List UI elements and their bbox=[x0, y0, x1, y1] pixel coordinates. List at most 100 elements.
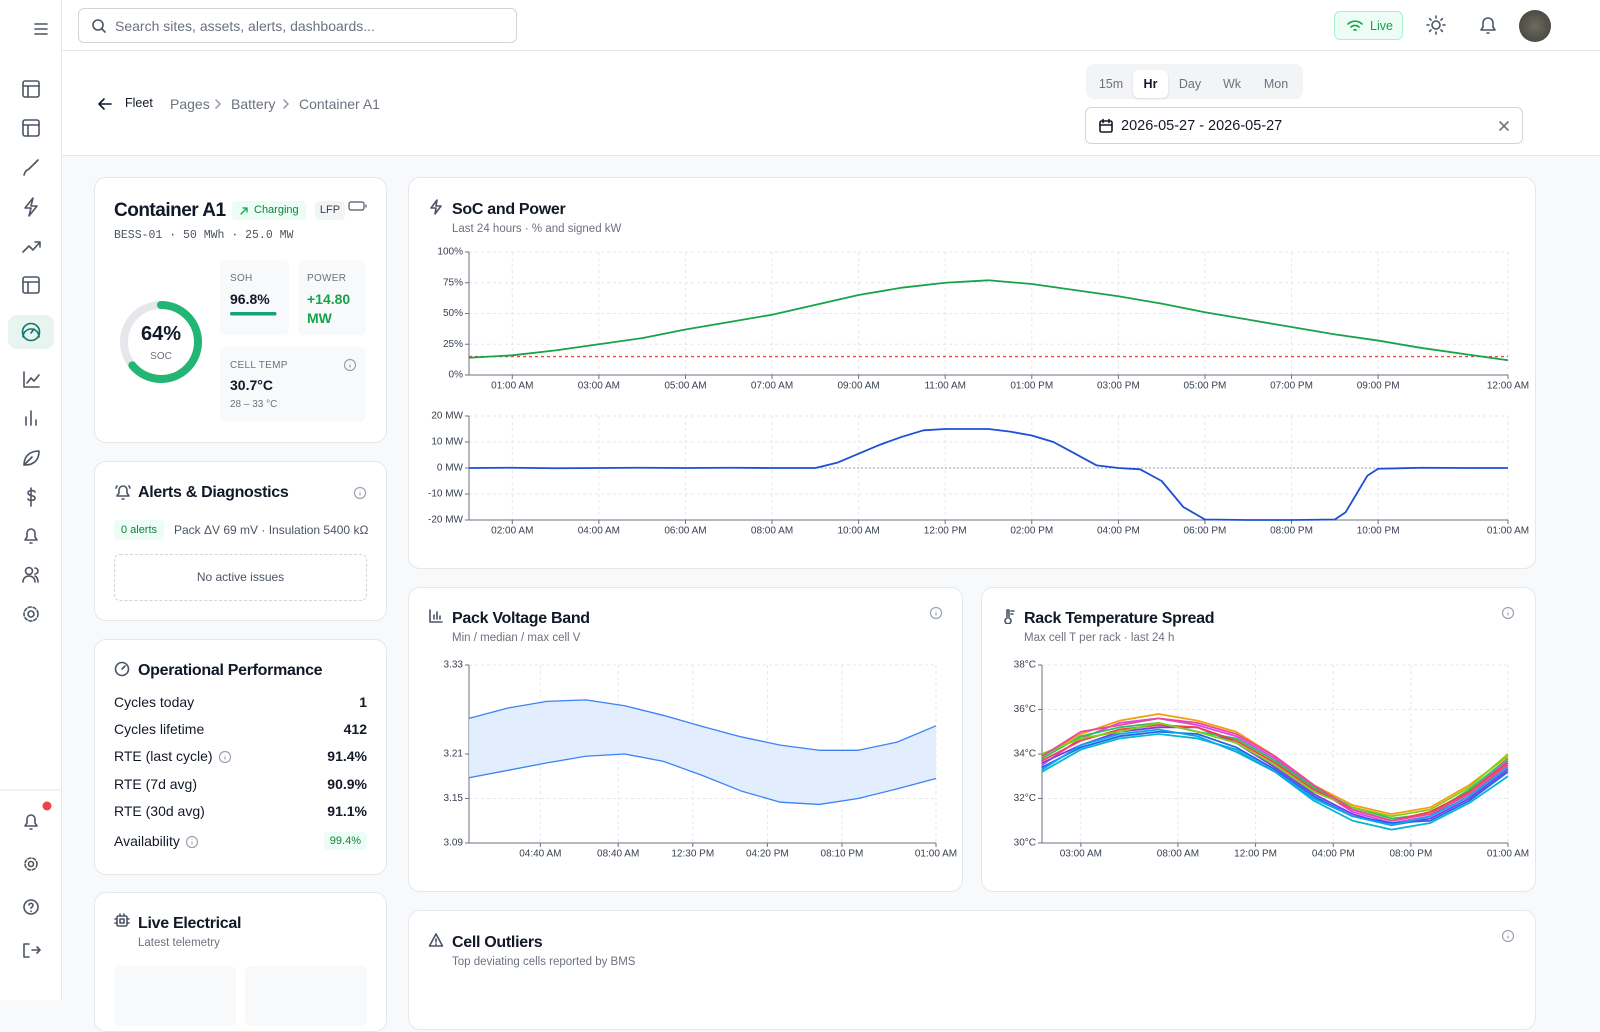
performance-title: Operational Performance bbox=[138, 662, 323, 679]
chart-title: SoC and Power bbox=[452, 201, 566, 218]
time-tab[interactable]: Wk bbox=[1222, 77, 1242, 91]
status-badge: Charging bbox=[232, 201, 306, 220]
breadcrumb-sep bbox=[283, 99, 289, 109]
warning-icon bbox=[428, 933, 444, 947]
notifications[interactable] bbox=[24, 814, 38, 830]
info-icon[interactable] bbox=[353, 486, 367, 500]
search-placeholder: Search sites, assets, alerts, dashboards… bbox=[115, 18, 375, 34]
metric-value-pill: 99.4% bbox=[323, 832, 367, 850]
chart-title: Pack Voltage Band bbox=[452, 610, 590, 627]
soh-bar-fill bbox=[230, 312, 277, 316]
cell-outliers-title: Cell Outliers bbox=[452, 934, 543, 951]
nav-icon[interactable] bbox=[24, 528, 38, 544]
info-icon[interactable] bbox=[1501, 929, 1515, 943]
live-electrical-subtitle: Latest telemetry bbox=[138, 937, 220, 949]
back-link[interactable]: Fleet bbox=[125, 96, 153, 110]
nav-icon[interactable] bbox=[27, 487, 36, 507]
bell[interactable] bbox=[1476, 13, 1502, 39]
live-badge[interactable]: Live bbox=[1334, 11, 1403, 40]
date-range[interactable]: 2026-05-27 - 2026-05-27 bbox=[1085, 107, 1523, 144]
search-box[interactable]: Search sites, assets, alerts, dashboards… bbox=[78, 8, 517, 43]
theme-toggle[interactable] bbox=[1424, 13, 1450, 39]
clear-button[interactable] bbox=[1497, 119, 1511, 133]
info-icon[interactable] bbox=[218, 750, 232, 764]
soh-box bbox=[220, 260, 289, 335]
power-value: +14.80 MW bbox=[307, 291, 351, 326]
chart-subtitle: Max cell T per rack · last 24 h bbox=[1024, 632, 1175, 644]
nav-icon[interactable] bbox=[23, 450, 40, 466]
date-range-text: 2026-05-27 - 2026-05-27 bbox=[1121, 118, 1283, 134]
avatar[interactable] bbox=[1519, 10, 1551, 42]
nav-icon[interactable] bbox=[23, 371, 40, 388]
metric-tile bbox=[114, 966, 236, 1026]
time-tab[interactable]: 15m bbox=[1098, 77, 1124, 91]
help[interactable] bbox=[23, 899, 39, 915]
menu-button[interactable] bbox=[34, 23, 48, 35]
nav-icon[interactable] bbox=[22, 276, 40, 294]
nav-icon[interactable] bbox=[25, 410, 37, 426]
metric-label: Cycles today bbox=[114, 694, 195, 710]
metric-value: 1 bbox=[359, 694, 367, 710]
nav-icon-active[interactable] bbox=[21, 322, 41, 342]
soc-gauge bbox=[120, 301, 202, 383]
metric-label: RTE (last cycle) bbox=[114, 748, 213, 764]
metric-label: Availability bbox=[114, 833, 180, 849]
logout[interactable] bbox=[23, 943, 41, 958]
search-icon bbox=[92, 19, 106, 33]
info-icon[interactable] bbox=[185, 835, 199, 849]
bars-icon bbox=[429, 609, 443, 623]
metric-value: 412 bbox=[343, 721, 367, 737]
container-subtitle: BESS-01 · 50 MWh · 25.0 MW bbox=[114, 229, 294, 242]
nav-icon[interactable] bbox=[22, 80, 40, 98]
time-tab[interactable]: Mon bbox=[1263, 77, 1289, 91]
chart-title: Rack Temperature Spread bbox=[1024, 610, 1215, 627]
thermometer-icon bbox=[1004, 609, 1015, 624]
wifi-icon bbox=[1347, 20, 1363, 31]
container-title: Container A1 bbox=[114, 200, 226, 221]
breadcrumb-item[interactable]: Pages bbox=[170, 96, 210, 112]
power-caption: POWER bbox=[307, 273, 347, 284]
breadcrumb-item[interactable]: Battery bbox=[231, 96, 276, 112]
nav-icon[interactable] bbox=[23, 606, 39, 622]
alerts-card bbox=[94, 461, 387, 621]
soh-caption: SOH bbox=[230, 273, 253, 284]
soh-bar bbox=[230, 312, 277, 316]
time-tab[interactable]: Day bbox=[1178, 77, 1202, 91]
live-label: Live bbox=[1370, 19, 1393, 33]
cell-temp-caption: CELL TEMP bbox=[230, 360, 288, 371]
nav-icon[interactable] bbox=[23, 159, 39, 176]
info-icon[interactable] bbox=[343, 358, 357, 372]
metric-label: RTE (7d avg) bbox=[114, 776, 197, 792]
nav-icon[interactable] bbox=[22, 119, 40, 137]
nav-icon[interactable] bbox=[22, 566, 39, 583]
cell-temp-value: 30.7°C bbox=[230, 377, 273, 393]
alert-count: 0 alerts bbox=[114, 520, 164, 540]
performance-icon bbox=[114, 661, 130, 677]
breadcrumb-sep bbox=[215, 99, 221, 109]
settings[interactable] bbox=[24, 857, 38, 871]
arrow-icon bbox=[240, 207, 248, 215]
chemistry-badge: LFP bbox=[315, 201, 345, 220]
time-tab[interactable]: Hr bbox=[1133, 70, 1168, 98]
back-arrow[interactable] bbox=[97, 96, 113, 112]
alerts-icon bbox=[115, 485, 131, 500]
cell-temp-range: 28 – 33 °C bbox=[230, 399, 278, 410]
soh-value: 96.8% bbox=[230, 291, 270, 307]
metric-value: 91.4% bbox=[327, 748, 367, 764]
cpu-icon bbox=[114, 913, 130, 927]
empty-state: No active issues bbox=[114, 554, 367, 601]
sidebar-icons bbox=[0, 23, 62, 958]
info-icon[interactable] bbox=[929, 606, 943, 620]
nav-icon[interactable] bbox=[22, 241, 41, 253]
metric-value: 91.1% bbox=[327, 803, 367, 819]
info-icon[interactable] bbox=[1501, 606, 1515, 620]
time-tabs: 15m Hr Day Wk Mon bbox=[1086, 64, 1303, 99]
chart-subtitle: Last 24 hours · % and signed kW bbox=[452, 223, 622, 235]
metric-value: 90.9% bbox=[327, 776, 367, 792]
metric-label: RTE (30d avg) bbox=[114, 803, 205, 819]
soc-caption: SOC bbox=[150, 351, 172, 362]
nav-icon[interactable] bbox=[24, 197, 38, 217]
power-box bbox=[298, 260, 366, 335]
